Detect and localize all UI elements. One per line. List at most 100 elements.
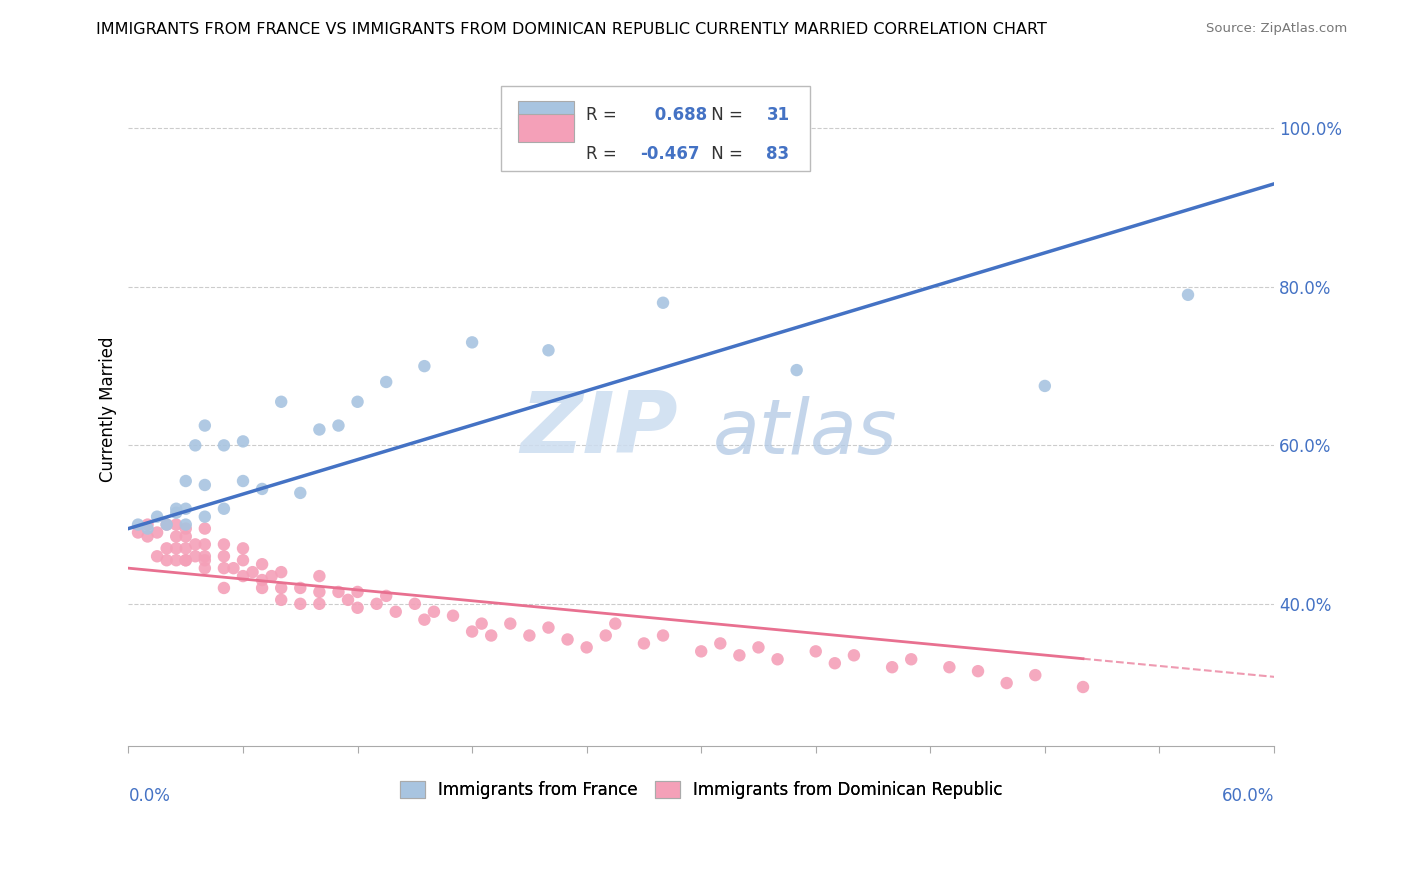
Point (995, 676, 1018, 690)
Point (308, 585, 330, 599)
Point (747, 640, 769, 655)
Point (232, 434, 254, 449)
Point (127, 517, 149, 532)
Point (346, 585, 368, 599)
Point (136, 522, 159, 536)
Point (165, 553, 187, 567)
Point (804, 644, 827, 658)
Point (413, 613, 436, 627)
Point (1024, 668, 1046, 682)
Point (633, 636, 655, 650)
Point (290, 486, 312, 500)
Point (537, 343, 560, 358)
Point (127, 525, 149, 540)
Point (479, 628, 502, 642)
Point (212, 561, 235, 575)
Point (328, 418, 350, 433)
Point (165, 501, 187, 516)
Point (605, 616, 627, 631)
Point (212, 537, 235, 551)
Point (156, 517, 179, 532)
Point (232, 541, 254, 556)
Point (270, 565, 292, 579)
Point (136, 529, 159, 543)
Point (174, 501, 197, 516)
Point (366, 597, 388, 611)
Point (537, 621, 560, 635)
Point (337, 592, 360, 607)
Point (824, 657, 846, 671)
Point (728, 648, 751, 663)
Point (786, 363, 808, 377)
Point (194, 561, 217, 575)
Text: ZIP: ZIP (520, 388, 678, 471)
Point (184, 549, 207, 564)
Point (184, 537, 207, 551)
Point (519, 628, 541, 642)
Point (174, 553, 197, 567)
Point (212, 501, 235, 516)
Point (1071, 680, 1094, 694)
Point (690, 644, 713, 658)
Point (242, 565, 264, 579)
Point (146, 509, 169, 524)
Point (250, 558, 273, 572)
Point (1177, 288, 1199, 302)
Text: atlas: atlas (713, 396, 897, 470)
Point (194, 549, 217, 564)
Point (461, 335, 484, 350)
Point (222, 561, 245, 575)
Point (156, 541, 179, 556)
Point (766, 652, 789, 666)
Point (384, 605, 406, 619)
Point (194, 537, 217, 551)
Point (290, 581, 312, 595)
Point (146, 525, 169, 540)
Text: N =: N = (706, 106, 748, 124)
Point (441, 608, 464, 623)
Point (250, 573, 273, 587)
Point (652, 628, 675, 642)
Text: 83: 83 (766, 145, 790, 163)
Text: 0.0%: 0.0% (128, 787, 170, 805)
Point (423, 605, 446, 619)
Point (557, 632, 579, 647)
Point (270, 592, 292, 607)
Point (212, 438, 235, 452)
FancyBboxPatch shape (517, 114, 574, 143)
Text: R =: R = (585, 145, 621, 163)
Point (938, 660, 960, 674)
Point (184, 438, 207, 452)
Point (232, 569, 254, 583)
Point (709, 636, 731, 650)
Text: 60.0%: 60.0% (1222, 787, 1274, 805)
Point (575, 640, 598, 655)
Point (375, 589, 398, 603)
Point (165, 517, 187, 532)
FancyBboxPatch shape (517, 101, 574, 128)
Point (1033, 379, 1056, 393)
Text: IMMIGRANTS FROM FRANCE VS IMMIGRANTS FROM DOMINICAN REPUBLIC CURRENTLY MARRIED C: IMMIGRANTS FROM FRANCE VS IMMIGRANTS FRO… (96, 22, 1046, 37)
Text: 0.688: 0.688 (648, 106, 707, 124)
Point (882, 660, 904, 674)
Point (308, 423, 330, 437)
Point (165, 529, 187, 543)
Text: N =: N = (706, 145, 748, 163)
Point (146, 549, 169, 564)
Text: R =: R = (585, 106, 621, 124)
Point (461, 624, 484, 639)
Point (194, 418, 217, 433)
Text: 31: 31 (766, 106, 790, 124)
Point (250, 482, 273, 496)
Point (174, 541, 197, 556)
Point (346, 394, 368, 409)
Y-axis label: Currently Married: Currently Married (100, 337, 117, 483)
Point (308, 597, 330, 611)
Point (194, 553, 217, 567)
Point (842, 648, 865, 663)
Point (174, 522, 197, 536)
Text: Source: ZipAtlas.com: Source: ZipAtlas.com (1206, 22, 1347, 36)
Point (900, 652, 922, 666)
Point (212, 581, 235, 595)
Point (232, 474, 254, 488)
